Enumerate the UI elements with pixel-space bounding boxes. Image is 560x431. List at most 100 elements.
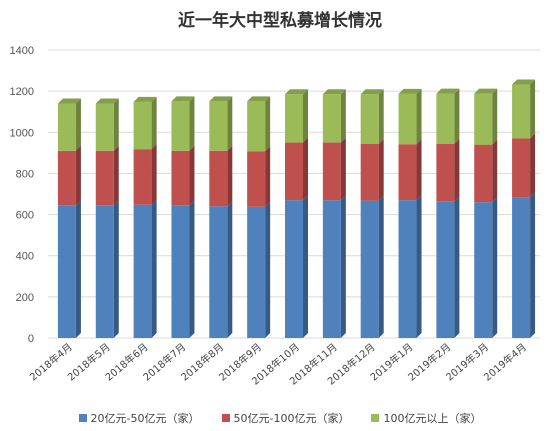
bar-side (454, 196, 460, 338)
bar-side (75, 145, 81, 206)
bar-side (340, 195, 346, 338)
bar-segment (360, 144, 379, 201)
bar-side (416, 195, 422, 338)
bar-side (189, 145, 195, 206)
bar-segment (322, 200, 341, 338)
bar-top (322, 89, 346, 95)
bar-side (151, 96, 157, 150)
chart-title: 近一年大中型私募增长情况 (178, 11, 382, 31)
bar-side (378, 89, 384, 145)
bar-segment (209, 206, 228, 338)
bar-side (303, 195, 308, 338)
legend-swatch (78, 414, 87, 422)
bar-side (189, 96, 195, 151)
bar-top (247, 96, 271, 102)
bar-side (265, 146, 271, 207)
bar-top (285, 89, 308, 95)
bar-side (340, 137, 346, 201)
bar-side (303, 137, 308, 201)
bar-side (75, 200, 81, 338)
bar-top (360, 89, 384, 95)
bar-side (151, 199, 157, 338)
bar-segment (247, 101, 266, 152)
bar-segment (398, 93, 417, 145)
bar-segment (322, 94, 341, 143)
bar-side (113, 98, 119, 151)
bar-segment (436, 93, 455, 145)
bar-top (209, 96, 233, 102)
bar-top (474, 88, 498, 94)
bar-side (75, 98, 81, 151)
bar-segment (95, 205, 114, 338)
y-tick-label: 400 (16, 251, 34, 263)
bar-side (227, 201, 233, 338)
bar-side (113, 200, 119, 338)
bar-segment (133, 149, 152, 205)
bar-segment (436, 144, 455, 202)
bar-segment (57, 205, 76, 338)
bar-side (492, 88, 498, 145)
bar-side (492, 139, 498, 203)
bar-segment (285, 200, 303, 338)
chart-legend: 20亿元-50亿元（家） 50亿元-100亿元（家） 100亿元以上（家） (0, 410, 560, 426)
bar-segment (57, 103, 76, 151)
bar-top (512, 79, 536, 85)
y-tick-label: 200 (16, 292, 34, 304)
bar-side (303, 89, 308, 143)
legend-item: 20亿元-50亿元（家） (78, 410, 200, 426)
legend-item: 100亿元以上（家） (371, 410, 481, 426)
bar-segment (360, 200, 379, 338)
legend-swatch (371, 414, 380, 422)
bar-segment (436, 201, 455, 338)
bar-segment (474, 93, 493, 145)
bar-segment (322, 142, 341, 201)
bar-segment (474, 144, 493, 203)
bar-side (340, 89, 346, 143)
bar-segment (95, 150, 114, 206)
bar-segment (512, 84, 531, 139)
legend-label: 20亿元-50亿元（家） (90, 412, 200, 425)
bar-top (171, 96, 195, 102)
bar-side (227, 145, 233, 207)
bar-segment (171, 150, 190, 206)
bar-top (398, 88, 422, 94)
y-tick-label: 1200 (10, 86, 34, 98)
bar-segment (171, 101, 190, 151)
bar-top (133, 96, 157, 102)
bar-segment (398, 144, 417, 201)
bar-top (57, 98, 81, 104)
bar-side (113, 145, 119, 206)
bar-top (436, 88, 460, 94)
legend-swatch (221, 414, 230, 422)
bar-side (530, 79, 536, 139)
y-tick-label: 800 (16, 168, 34, 180)
y-tick-label: 1000 (10, 127, 34, 139)
bar-side (454, 139, 460, 202)
bar-side (378, 139, 384, 201)
bar-segment (247, 206, 266, 338)
bar-segment (474, 202, 493, 338)
bar-side (151, 144, 157, 205)
bar-segment (285, 142, 303, 201)
legend-label: 100亿元以上（家） (383, 412, 482, 425)
bar-side (530, 133, 536, 198)
bar-segment (247, 151, 266, 207)
bar-side (454, 88, 460, 145)
bar-side (378, 195, 384, 338)
bar-segment (398, 200, 417, 338)
y-tick-label: 0 (28, 333, 34, 345)
bar-top (95, 98, 119, 104)
bar-segment (57, 150, 76, 206)
bar-segment (95, 103, 114, 151)
y-tick-label: 600 (16, 210, 34, 222)
y-tick-label: 1400 (10, 45, 34, 57)
bar-segment (360, 94, 379, 145)
bar-side (530, 192, 536, 338)
bar-segment (133, 204, 152, 338)
bar-segment (209, 150, 228, 207)
bar-side (189, 200, 195, 338)
bar-segment (133, 101, 152, 150)
bar-side (265, 96, 271, 152)
